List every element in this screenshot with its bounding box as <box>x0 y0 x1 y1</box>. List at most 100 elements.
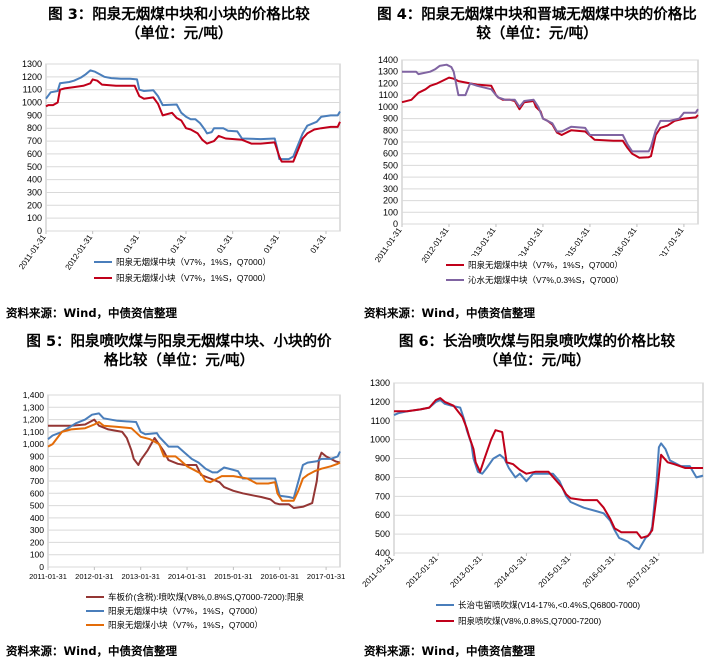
chart-area: 0 100 200 300 400 500 600 700 800 900 1,000 1,100 1,… <box>0 389 358 637</box>
series-line-1 <box>45 69 341 161</box>
y-tick-label: 1,000 <box>23 439 45 449</box>
chart-area: 400 500 600 700 800 900 1000 1100 1200 1300 2011-0… <box>358 375 716 637</box>
y-tick-label: 700 <box>30 476 44 486</box>
y-tick-label: 1300 <box>378 67 398 77</box>
series-line-2 <box>394 397 703 539</box>
y-tick-label: 1200 <box>22 72 42 82</box>
x-tick-label: 2011-01-31 <box>29 572 67 581</box>
y-tick-label: 1300 <box>370 378 390 388</box>
x-tick-label: 2011-01-31 <box>373 226 404 265</box>
y-tick-label: 0 <box>37 226 42 236</box>
y-tick-label: 900 <box>375 454 390 464</box>
y-tick-label: 600 <box>30 488 44 498</box>
x-tick-label: 2012-01-31 <box>404 554 440 590</box>
y-tick-label: 400 <box>27 175 42 185</box>
chart-panel-2: 图 4：阳泉无烟煤中块和晋城无烟煤中块的价格比 较（单位：元/吨） 0 100 20… <box>358 0 716 333</box>
legend-label: 沁水无烟煤中块（V7%,0.3%S，Q7000） <box>468 275 624 285</box>
chart-title-line-2: 较（单位：元/吨） <box>476 26 598 42</box>
y-tick-label: 1,300 <box>23 402 45 412</box>
y-tick-label: 600 <box>27 149 42 159</box>
y-tick-label: 300 <box>27 187 42 197</box>
y-tick-label: 1000 <box>22 98 42 108</box>
x-tick-label: 2013-01-31 <box>122 572 160 581</box>
source-note: 资料来源：Wind，中债资信整理 <box>6 644 178 658</box>
y-tick-label: 600 <box>383 149 398 159</box>
legend <box>442 256 712 287</box>
y-tick-label: 1300 <box>22 59 42 69</box>
chart-area: 0 100 200 300 400 500 600 700 800 900 1000 1100 1200… <box>0 56 358 298</box>
chart-title: 图 3：阳泉无烟煤中块和小块的价格比较 （单位：元/吨） <box>0 6 358 44</box>
y-tick-label: 1100 <box>23 85 42 95</box>
y-tick-label: 0 <box>393 219 398 229</box>
chart-title-line-2: 格比较（单位：元/吨） <box>103 353 255 369</box>
x-tick-label: 2012-01-31 <box>63 233 94 272</box>
series-line-2 <box>47 412 341 500</box>
legend-label: 阳泉无烟煤小块（V7%，1%S，Q7000） <box>108 620 263 630</box>
chart-title-line-2: （单位：元/吨） <box>483 353 591 369</box>
x-tick-label: 2014-01-31 <box>168 572 206 581</box>
y-tick-label: 1100 <box>379 90 398 100</box>
y-tick-label: 800 <box>27 123 42 133</box>
y-tick-label: 1,400 <box>23 390 45 400</box>
y-tick-label: 1,200 <box>23 415 45 425</box>
legend <box>90 253 354 285</box>
x-tick-label: 2016-01-31 <box>581 554 617 590</box>
source-note: 资料来源：Wind，中债资信整理 <box>364 644 536 658</box>
y-tick-label: 200 <box>27 200 42 210</box>
chart-title-line-1: 图 5：阳泉喷吹煤与阳泉无烟煤中块、小块的价 <box>26 334 332 350</box>
y-tick-label: 1200 <box>378 78 398 88</box>
chart-title: 图 4：阳泉无烟煤中块和晋城无烟煤中块的价格比 较（单位：元/吨） <box>358 6 716 44</box>
y-tick-label: 1100 <box>371 416 390 426</box>
y-tick-label: 100 <box>383 207 398 217</box>
legend <box>82 588 354 632</box>
y-tick-label: 500 <box>27 162 42 172</box>
chart-panel-1: 图 3：阳泉无烟煤中块和小块的价格比较 （单位：元/吨） 0 100 200 300 4… <box>0 0 358 333</box>
y-tick-label: 1200 <box>370 397 390 407</box>
chart-area: 0 100 200 300 400 500 600 700 800 900 1000 1100 1200… <box>358 52 716 298</box>
y-tick-label: 900 <box>27 110 42 120</box>
legend-label: 阳泉无烟煤小块（V7%，1%S，Q7000） <box>116 273 271 283</box>
chart-title-line-1: 图 6：长治喷吹煤与阳泉喷吹煤的价格比较 <box>398 334 676 350</box>
line-chart: 400 500 600 700 800 900 1000 1100 1200 1300 2011-0… <box>361 378 712 628</box>
x-tick-label: 2015-01-31 <box>214 572 252 581</box>
x-tick-label: 2012-01-31 <box>75 572 113 581</box>
x-tick-label: 2013-01-31 <box>448 554 484 590</box>
y-tick-label: 100 <box>27 213 42 223</box>
y-tick-label: 800 <box>30 464 44 474</box>
y-tick-label: 700 <box>375 491 390 501</box>
y-tick-label: 300 <box>383 184 398 194</box>
chart-panel-3: 图 5：阳泉喷吹煤与阳泉无烟煤中块、小块的价 格比较（单位：元/吨） 0 100 2… <box>0 333 358 666</box>
y-tick-label: 500 <box>375 529 390 539</box>
x-tick-label: 2014-01-31 <box>493 554 529 590</box>
y-tick-label: 1400 <box>378 55 398 65</box>
series-line-2 <box>45 78 341 163</box>
legend-label: 阳泉喷吹煤(V8%,0.8%S,Q7000-7200) <box>458 616 601 626</box>
chart-title-line-1: 图 4：阳泉无烟煤中块和晋城无烟煤中块的价格比 <box>377 7 697 23</box>
x-tick-label: 2011-01-31 <box>361 554 396 589</box>
x-tick-label: 2017-01-31 <box>625 554 661 590</box>
y-tick-label: 1000 <box>378 102 398 112</box>
legend-label: 长治屯留喷吹煤(V14-17%,<0.4%S,Q6800-7000) <box>458 600 640 610</box>
line-chart: 0100200300400500600700800900100011001200… <box>17 59 354 285</box>
chart-title: 图 6：长治喷吹煤与阳泉喷吹煤的价格比较 （单位：元/吨） <box>358 333 716 371</box>
y-tick-label: 100 <box>30 550 44 560</box>
chart-panel-4: 图 6：长治喷吹煤与阳泉喷吹煤的价格比较 （单位：元/吨） 400 500 600 7… <box>358 333 716 666</box>
legend-label: 阳泉无烟煤中块（V7%，1%S，Q7000） <box>468 260 623 270</box>
series-line-2 <box>402 63 699 153</box>
x-tick-label: 2015-01-31 <box>537 554 573 590</box>
x-tick-label: 2016-01-31 <box>261 572 299 581</box>
y-tick-label: 900 <box>30 451 44 461</box>
y-tick-label: 500 <box>30 501 44 511</box>
source-note: 资料来源：Wind，中债资信整理 <box>6 306 178 320</box>
source-note: 资料来源：Wind，中债资信整理 <box>364 306 536 320</box>
x-tick-label: 2017-01-31 <box>307 572 345 581</box>
line-chart: 0100200300400500600700800900100011001200… <box>373 55 712 287</box>
chart-title-line-1: 图 3：阳泉无烟煤中块和小块的价格比较 <box>48 7 310 23</box>
y-tick-label: 700 <box>383 137 398 147</box>
line-chart: 0 100 200 300 400 500 600 700 800 900 1,000 1,100 1,… <box>23 390 354 632</box>
chart-title: 图 5：阳泉喷吹煤与阳泉无烟煤中块、小块的价 格比较（单位：元/吨） <box>0 333 358 371</box>
y-tick-label: 0 <box>39 562 44 572</box>
series-line-1 <box>401 76 699 159</box>
series-line-3 <box>47 421 341 502</box>
series-line-1 <box>48 418 341 509</box>
